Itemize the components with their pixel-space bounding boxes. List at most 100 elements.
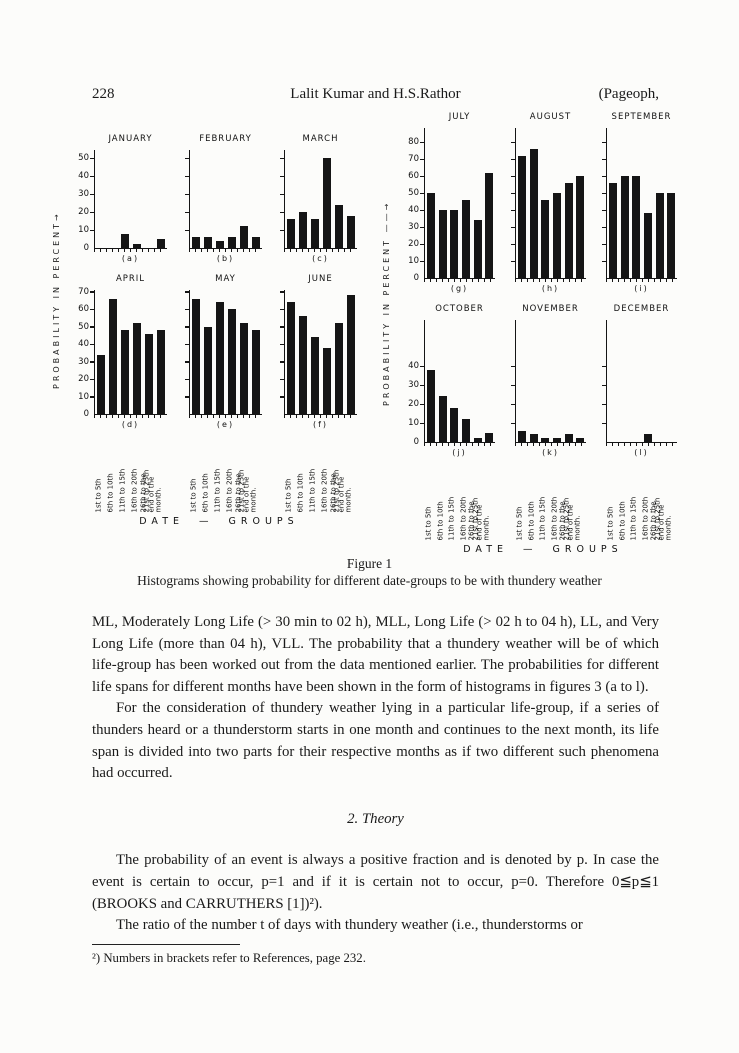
histogram-bar [335,323,343,414]
histogram-bar [552,193,561,278]
histogram-bar [541,199,550,278]
histogram-bar [541,438,550,442]
panel-label: (d) [121,420,140,429]
bar-slot [119,290,131,414]
bar-slot [448,320,460,442]
date-group-label: 6th to 10th [618,500,627,540]
bar-slot [528,128,540,278]
histogram-bar [145,333,153,414]
y-tick [185,326,190,328]
y-tick [280,229,285,231]
panel-label: (a) [121,254,140,263]
date-group-label: 6th to 10th [436,500,445,540]
y-tick [420,226,425,228]
date-group-label: 1st to 5th [94,478,103,512]
chart-july: JULY 0 10 20 30 40 50 60 70 80 (g) [398,112,495,296]
y-tick [185,308,190,310]
y-tick [90,291,95,293]
bar-slot [654,320,666,442]
bar-slot [131,150,143,248]
date-group-label: 1st to 5th [606,506,615,540]
histogram-bar [216,240,224,248]
y-tick [602,260,607,262]
bar-slot [448,128,460,278]
y-tick [602,226,607,228]
panel-label: (h) [541,284,560,293]
y-tick-label: 50 [78,153,89,163]
bar-slot [155,290,167,414]
panel-label: (g) [450,284,469,293]
bars [607,320,677,442]
y-tick [90,175,95,177]
y-tick [280,291,285,293]
histogram-bar [347,215,355,248]
histogram-bar [461,199,470,278]
y-tick-label: 10 [78,225,89,235]
bar-slot [226,150,238,248]
left-chart-row-1: APRIL 0 10 20 30 40 50 60 70 (d) 1st to 5th 6th to … [68,274,370,512]
histogram-bar [287,302,295,414]
bar-slot [574,128,586,278]
y-tick [511,226,516,228]
right-chart-rows: JULY 0 10 20 30 40 50 60 70 80 (g) AUGUST (h) SEPTEMB… [398,112,688,555]
y-tick [420,158,425,160]
bar-slot [131,290,143,414]
x-axis-ticks [189,415,261,418]
histogram-bar [121,330,129,414]
y-tick-label: 0 [83,409,89,419]
bar-slot [630,128,642,278]
y-tick-label: 10 [78,391,89,402]
bar-slot [107,290,119,414]
chart-march: MARCH (c) [280,134,357,266]
bar-slot [321,290,333,414]
bar-slot [285,150,297,248]
histogram-bar [632,176,641,278]
y-tick [90,343,95,345]
bar-slot [297,290,309,414]
date-group-label: 6th to 10th [106,472,115,512]
histogram-bar [252,237,260,248]
chart-title: JULY [448,112,471,122]
bar-slot [607,320,619,442]
page-header: 228 Lalit Kumar and H.S.Rathor (Pageoph, [92,86,659,103]
bar-slot [516,128,528,278]
chart-title: FEBRUARY [199,134,252,144]
bar-slot [297,150,309,248]
panel-label: (f) [312,420,329,429]
y-tick [420,403,425,405]
y-tick [420,141,425,143]
y-tick [90,308,95,310]
y-tick [511,403,516,405]
histogram-bar [517,430,526,442]
y-tick-label: 20 [408,399,419,409]
bar-slot [333,150,345,248]
y-tick [511,422,516,424]
y-tick [602,209,607,211]
bar-slot [333,290,345,414]
bar-slot [563,320,575,442]
chart-title: AUGUST [529,112,572,122]
y-tick-label: 0 [413,437,419,447]
bars [95,150,167,248]
histogram-bar [192,298,200,414]
y-tick-label: 20 [78,207,89,217]
x-axis-ticks [284,415,356,418]
bar-slot [190,290,202,414]
date-group-label: 26th to the end of the month. [234,472,258,512]
chart-title: APRIL [115,274,146,284]
body-text: ML, Moderately Long Life (> 30 min to 02… [92,612,659,937]
section-heading: 2. Theory [347,810,404,827]
y-tick-label: 20 [78,374,89,384]
bar-slot [250,290,262,414]
histogram-bar [216,302,224,414]
left-y-axis-label: PROBABILITY IN PERCENT→ [52,211,61,390]
x-axis-ticks [606,443,676,446]
y-tick [280,326,285,328]
figure-left-group: PROBABILITY IN PERCENT→ JANUARY 0 10 20 30 40… [50,134,370,527]
x-axis-ticks [189,249,261,252]
bars [425,128,495,278]
y-tick-label: 30 [78,356,89,367]
y-tick [90,326,95,328]
y-tick [185,361,190,363]
histogram-bar [529,434,538,442]
